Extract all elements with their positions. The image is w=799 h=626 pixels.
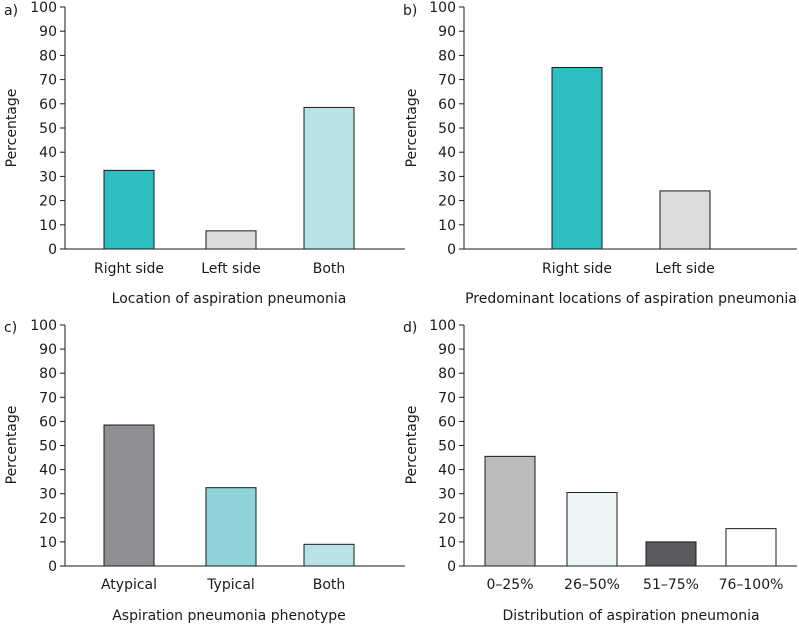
y-axis-title: Percentage xyxy=(4,406,20,485)
y-tick-label: 80 xyxy=(438,366,456,382)
y-tick-label: 50 xyxy=(39,439,57,455)
y-tick-label: 80 xyxy=(39,48,57,64)
x-category-label: Left side xyxy=(201,261,260,277)
bar-right-side xyxy=(103,169,155,250)
y-tick-label: 60 xyxy=(438,97,456,113)
y-tick-label: 70 xyxy=(39,73,57,89)
y-tick-label: 70 xyxy=(39,390,57,406)
y-tick-label: 0 xyxy=(447,559,456,575)
panel-label: a) xyxy=(4,3,18,19)
y-tick-label: 20 xyxy=(438,511,456,527)
bar-typical xyxy=(205,487,257,567)
y-tick-label: 90 xyxy=(39,24,57,40)
chart-panel-3: c) 0 10 20 30 40 50 60 70 80 90 100 Atypical Typical B… xyxy=(4,318,405,624)
y-tick-label: 100 xyxy=(30,318,57,334)
y-tick-label: 60 xyxy=(438,414,456,430)
y-tick-label: 0 xyxy=(48,559,57,575)
bar-76-100 xyxy=(725,528,777,567)
panel-label: b) xyxy=(403,3,417,19)
y-tick-label: 0 xyxy=(48,242,57,258)
bar-both xyxy=(303,543,355,567)
x-category-label: Left side xyxy=(655,261,714,277)
bar-51-75 xyxy=(645,541,697,567)
y-tick-label: 10 xyxy=(438,218,456,234)
y-tick-label: 70 xyxy=(438,73,456,89)
bar-left-side xyxy=(659,190,711,250)
y-tick-label: 0 xyxy=(447,242,456,258)
panel-label: d) xyxy=(403,320,417,336)
bar-both xyxy=(303,106,355,250)
chart-panel-4: d) 0 10 20 30 40 50 60 70 80 90 100 0–25% 26–50% 51–75… xyxy=(403,318,797,624)
y-tick-label: 10 xyxy=(438,535,456,551)
y-tick-label: 90 xyxy=(438,24,456,40)
x-category-label: 51–75% xyxy=(643,577,699,593)
y-tick-label: 60 xyxy=(39,97,57,113)
x-axis-title: Predominant locations of aspiration pneu… xyxy=(465,291,797,307)
y-tick-label: 10 xyxy=(39,535,57,551)
y-tick-label: 50 xyxy=(438,121,456,137)
y-tick-label: 20 xyxy=(39,194,57,210)
y-tick-label: 20 xyxy=(39,511,57,527)
x-axis-title: Location of aspiration pneumonia xyxy=(112,291,347,307)
x-category-label: 26–50% xyxy=(564,577,620,593)
y-tick-label: 100 xyxy=(429,0,456,16)
y-tick-label: 60 xyxy=(39,414,57,430)
y-tick-label: 90 xyxy=(438,342,456,358)
x-axis-title: Aspiration pneumonia phenotype xyxy=(112,608,346,624)
x-axis-title: Distribution of aspiration pneumonia xyxy=(502,608,759,624)
y-tick-label: 20 xyxy=(438,194,456,210)
bar-left-side xyxy=(205,230,257,250)
y-tick-label: 80 xyxy=(39,366,57,382)
y-tick-label: 40 xyxy=(438,463,456,479)
y-tick-label: 10 xyxy=(39,218,57,234)
bar-0-25 xyxy=(484,455,536,567)
bar-right-side xyxy=(551,67,603,250)
y-tick-label: 30 xyxy=(39,487,57,503)
y-axis-title: Percentage xyxy=(404,89,420,168)
y-tick-label: 30 xyxy=(438,169,456,185)
x-category-label: 0–25% xyxy=(486,577,533,593)
y-axis-title: Percentage xyxy=(404,406,420,485)
y-tick-label: 40 xyxy=(39,145,57,161)
x-category-label: Right side xyxy=(94,261,164,277)
chart-panel-2: b) 0 10 20 30 40 50 60 70 80 90 100 Right side Left s… xyxy=(403,0,797,307)
y-tick-label: 40 xyxy=(39,463,57,479)
y-tick-label: 50 xyxy=(39,121,57,137)
y-tick-label: 80 xyxy=(438,48,456,64)
y-tick-label: 30 xyxy=(39,169,57,185)
x-category-label: 76–100% xyxy=(719,577,784,593)
bar-atypical xyxy=(103,424,155,567)
x-category-label: Atypical xyxy=(101,577,157,593)
y-tick-label: 40 xyxy=(438,145,456,161)
x-category-label: Both xyxy=(313,261,346,277)
y-tick-label: 90 xyxy=(39,342,57,358)
chart-panel-1: a) 0 10 20 30 40 50 60 70 80 90 100 Right side Left s… xyxy=(4,0,405,307)
y-tick-label: 100 xyxy=(30,0,57,16)
y-tick-label: 50 xyxy=(438,439,456,455)
x-category-label: Right side xyxy=(542,261,612,277)
x-category-label: Both xyxy=(313,577,346,593)
y-tick-label: 100 xyxy=(429,318,456,334)
y-axis-title: Percentage xyxy=(4,89,20,168)
x-category-label: Typical xyxy=(206,577,255,593)
panel-label: c) xyxy=(4,320,17,336)
y-tick-label: 30 xyxy=(438,487,456,503)
bar-26-50 xyxy=(566,491,618,567)
y-tick-label: 70 xyxy=(438,390,456,406)
